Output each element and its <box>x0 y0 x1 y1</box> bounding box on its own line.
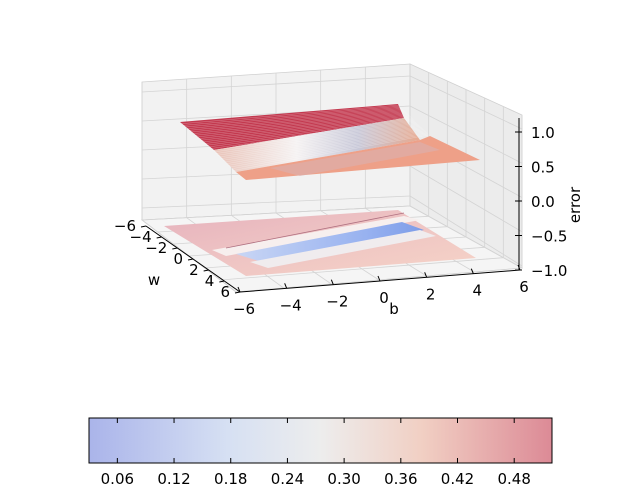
b-tick-label: 6 <box>519 278 529 296</box>
colorbar-gradient <box>88 417 553 464</box>
surface-mesh-line <box>196 113 408 138</box>
w-tick-mark <box>219 280 225 283</box>
surface-mesh-line <box>202 116 411 143</box>
b-tick-label: −6 <box>233 300 255 318</box>
w-tick-mark <box>187 258 194 261</box>
surface-mesh-line <box>204 117 412 144</box>
w-tick-label: 2 <box>189 261 199 279</box>
surface-mesh-line <box>213 122 418 153</box>
surface-mesh-line <box>194 112 407 136</box>
colorbar-tick-label: 0.24 <box>271 470 304 488</box>
back-gridline <box>141 75 411 93</box>
w-tick-label: 4 <box>205 272 215 290</box>
colorbar-tick-label: 0.06 <box>101 470 134 488</box>
z-tick-label: −1.0 <box>531 262 567 280</box>
b-tick-mark <box>330 279 334 285</box>
surface-mesh-line <box>181 104 400 124</box>
surface-mesh-line <box>189 109 404 131</box>
w-tick-label: 6 <box>220 283 230 301</box>
colorbar-tick-label: 0.36 <box>384 470 417 488</box>
b-tick-mark <box>237 286 241 293</box>
surface-mesh-line <box>222 128 423 161</box>
surface-mesh-line <box>183 105 401 126</box>
z-tick-label: 0.0 <box>531 193 555 211</box>
surface-ridge-transition <box>214 118 420 172</box>
error-surface <box>180 104 480 180</box>
colorbar-tick-label: 0.30 <box>327 470 360 488</box>
side-gridline <box>409 165 523 233</box>
floor-contour-blue-band <box>236 222 424 262</box>
surface-mesh-line <box>219 126 421 158</box>
floor-gridline <box>235 267 523 293</box>
surface-mesh-line <box>207 119 415 148</box>
surface-mesh-line <box>232 133 428 169</box>
surface-mesh-line <box>224 129 424 163</box>
surface-mesh-line <box>217 125 420 156</box>
surface-mesh-line <box>198 114 409 139</box>
b-tick-mark <box>424 272 428 278</box>
surface-mesh-line <box>211 121 417 151</box>
floor-contour-white-band <box>212 216 420 256</box>
w-tick-mark <box>203 269 209 272</box>
w-tick-mark <box>140 225 147 228</box>
colorbar: 0.06 0.12 0.18 0.24 0.30 0.36 0.42 0.48 <box>88 417 553 488</box>
w-axis-label: w <box>148 271 160 289</box>
w-tick-mark <box>172 247 178 250</box>
b-tick-label: −4 <box>280 296 302 314</box>
z-axis: −1.0 −0.5 0.0 0.5 1.0 <box>515 118 567 280</box>
surface-mesh-line <box>185 106 402 128</box>
floor-gridline <box>409 205 523 269</box>
back-gridline <box>141 195 411 209</box>
b-tick-label: 2 <box>426 285 436 303</box>
w-tick-mark <box>156 236 162 239</box>
w-tick-label: −2 <box>145 239 167 257</box>
colorbar-tick-label: 0.12 <box>157 470 190 488</box>
side-gridline <box>409 105 523 164</box>
surface-mesh-line <box>209 120 416 149</box>
z-tick-label: −0.5 <box>531 228 567 246</box>
surface-mesh-line <box>230 132 427 168</box>
b-tick-label: 0 <box>379 289 389 307</box>
surface-mesh-line <box>221 127 422 159</box>
z-tick-label: 1.0 <box>531 124 555 142</box>
surface-low-plateau-shade <box>270 142 440 176</box>
surface-mesh-line <box>228 131 426 166</box>
b-tick-label: −2 <box>326 293 348 311</box>
b-tick-mark <box>284 283 288 289</box>
z-tick-label: 0.5 <box>531 159 555 177</box>
w-tick-label: 0 <box>173 250 183 268</box>
b-tick-mark <box>470 268 474 274</box>
surface-mesh-line <box>206 118 413 146</box>
w-tick-label: −6 <box>114 217 136 235</box>
surface-mesh <box>181 104 429 171</box>
surface-mesh-line <box>215 124 419 154</box>
b-tick-mark <box>377 275 381 282</box>
floor-contour-light-band <box>250 230 436 268</box>
surface-mesh-line <box>191 110 405 133</box>
colorbar-ticks: 0.06 0.12 0.18 0.24 0.30 0.36 0.42 0.48 <box>101 418 531 488</box>
surface-mesh-line <box>234 134 429 171</box>
surface-mesh-line <box>200 115 410 141</box>
b-tick-label: 4 <box>473 282 483 300</box>
side-gridline <box>409 195 523 267</box>
colorbar-tick-label: 0.48 <box>498 470 531 488</box>
surface-high-plateau <box>180 104 404 150</box>
w-tick-mark <box>234 291 241 294</box>
z-axis-label: error <box>566 186 584 223</box>
surface-mesh-line <box>187 108 403 129</box>
b-axis-label: b <box>389 300 399 318</box>
colorbar-tick-label: 0.42 <box>441 470 474 488</box>
w-tick-label: −4 <box>130 228 152 246</box>
colorbar-tick-label: 0.18 <box>214 470 247 488</box>
floor-contour-projection <box>164 210 476 276</box>
b-axis: −6 −4 −2 0 2 4 6 <box>233 264 529 318</box>
side-gridline <box>409 75 523 130</box>
surface-mesh-line <box>193 111 406 134</box>
surface-mesh-line <box>226 130 425 164</box>
floor-contour-line <box>225 212 405 249</box>
